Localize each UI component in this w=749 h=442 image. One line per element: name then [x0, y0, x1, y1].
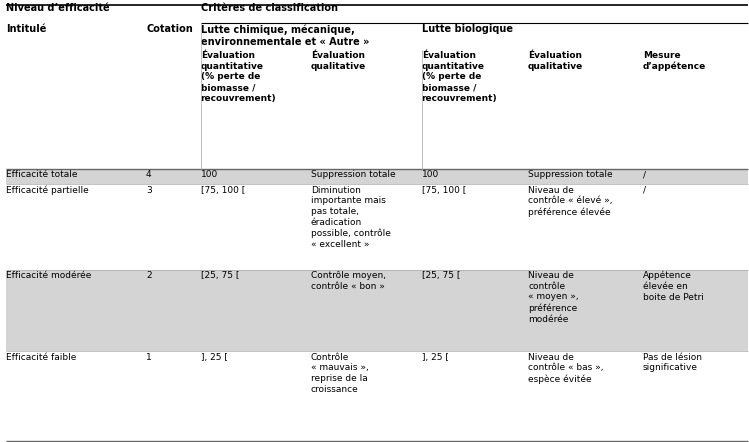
Text: Évaluation
quantitative
(% perte de
biomasse /
recouvrement): Évaluation quantitative (% perte de biom…	[422, 51, 497, 103]
Text: Appétence
élevée en
boite de Petri: Appétence élevée en boite de Petri	[643, 271, 703, 302]
Text: ], 25 [: ], 25 [	[201, 353, 228, 362]
Text: 4: 4	[146, 170, 152, 179]
Text: Suppression totale: Suppression totale	[528, 170, 613, 179]
Text: [75, 100 [: [75, 100 [	[422, 186, 466, 194]
Text: Efficacité totale: Efficacité totale	[6, 170, 77, 179]
Bar	[6, 169, 748, 184]
Text: /: /	[643, 170, 646, 179]
Text: Diminution
importante mais
pas totale,
éradication
possible, contrôle
« excellen: Diminution importante mais pas totale, é…	[311, 186, 391, 249]
Bar	[6, 50, 748, 169]
Text: Suppression totale: Suppression totale	[311, 170, 395, 179]
Text: Évaluation
quantitative
(% perte de
biomasse /
recouvrement): Évaluation quantitative (% perte de biom…	[201, 51, 276, 103]
Text: Évaluation
qualitative: Évaluation qualitative	[528, 51, 583, 71]
Text: Lutte biologique: Lutte biologique	[422, 24, 512, 34]
Text: Critères de classification: Critères de classification	[201, 3, 338, 13]
Bar	[6, 184, 748, 270]
Text: 100: 100	[201, 170, 218, 179]
Text: Efficacité faible: Efficacité faible	[6, 353, 76, 362]
Bar	[6, 351, 748, 442]
Text: Contrôle moyen,
contrôle « bon »: Contrôle moyen, contrôle « bon »	[311, 271, 386, 291]
Text: Niveau d’efficacité: Niveau d’efficacité	[6, 3, 109, 13]
Text: Contrôle
« mauvais »,
reprise de la
croissance: Contrôle « mauvais », reprise de la croi…	[311, 353, 369, 394]
Text: Efficacité partielle: Efficacité partielle	[6, 186, 88, 195]
Text: Évaluation
qualitative: Évaluation qualitative	[311, 51, 366, 71]
Text: Intitulé: Intitulé	[6, 24, 46, 34]
Text: Efficacité modérée: Efficacité modérée	[6, 271, 91, 280]
Text: Pas de lésion
significative: Pas de lésion significative	[643, 353, 702, 373]
Text: Niveau de
contrôle « élevé »,
préférence élevée: Niveau de contrôle « élevé », préférence…	[528, 186, 613, 217]
Text: [25, 75 [: [25, 75 [	[422, 271, 460, 280]
Text: /: /	[643, 186, 646, 194]
Bar	[6, 23, 748, 50]
Text: Lutte chimique, mécanique,
environnementale et « Autre »: Lutte chimique, mécanique, environnement…	[201, 24, 369, 47]
Bar	[6, 270, 748, 351]
Text: [25, 75 [: [25, 75 [	[201, 271, 239, 280]
Text: 2: 2	[146, 271, 152, 280]
Text: [75, 100 [: [75, 100 [	[201, 186, 245, 194]
Text: 100: 100	[422, 170, 439, 179]
Text: 3: 3	[146, 186, 152, 194]
Text: Cotation: Cotation	[146, 24, 192, 34]
Bar	[6, 0, 748, 23]
Text: ], 25 [: ], 25 [	[422, 353, 449, 362]
Text: Niveau de
contrôle « bas »,
espèce évitée: Niveau de contrôle « bas », espèce évité…	[528, 353, 604, 384]
Text: 1: 1	[146, 353, 152, 362]
Text: Niveau de
contrôle
« moyen »,
préférence
modérée: Niveau de contrôle « moyen », préférence…	[528, 271, 579, 324]
Text: Mesure
d’appétence: Mesure d’appétence	[643, 51, 706, 71]
